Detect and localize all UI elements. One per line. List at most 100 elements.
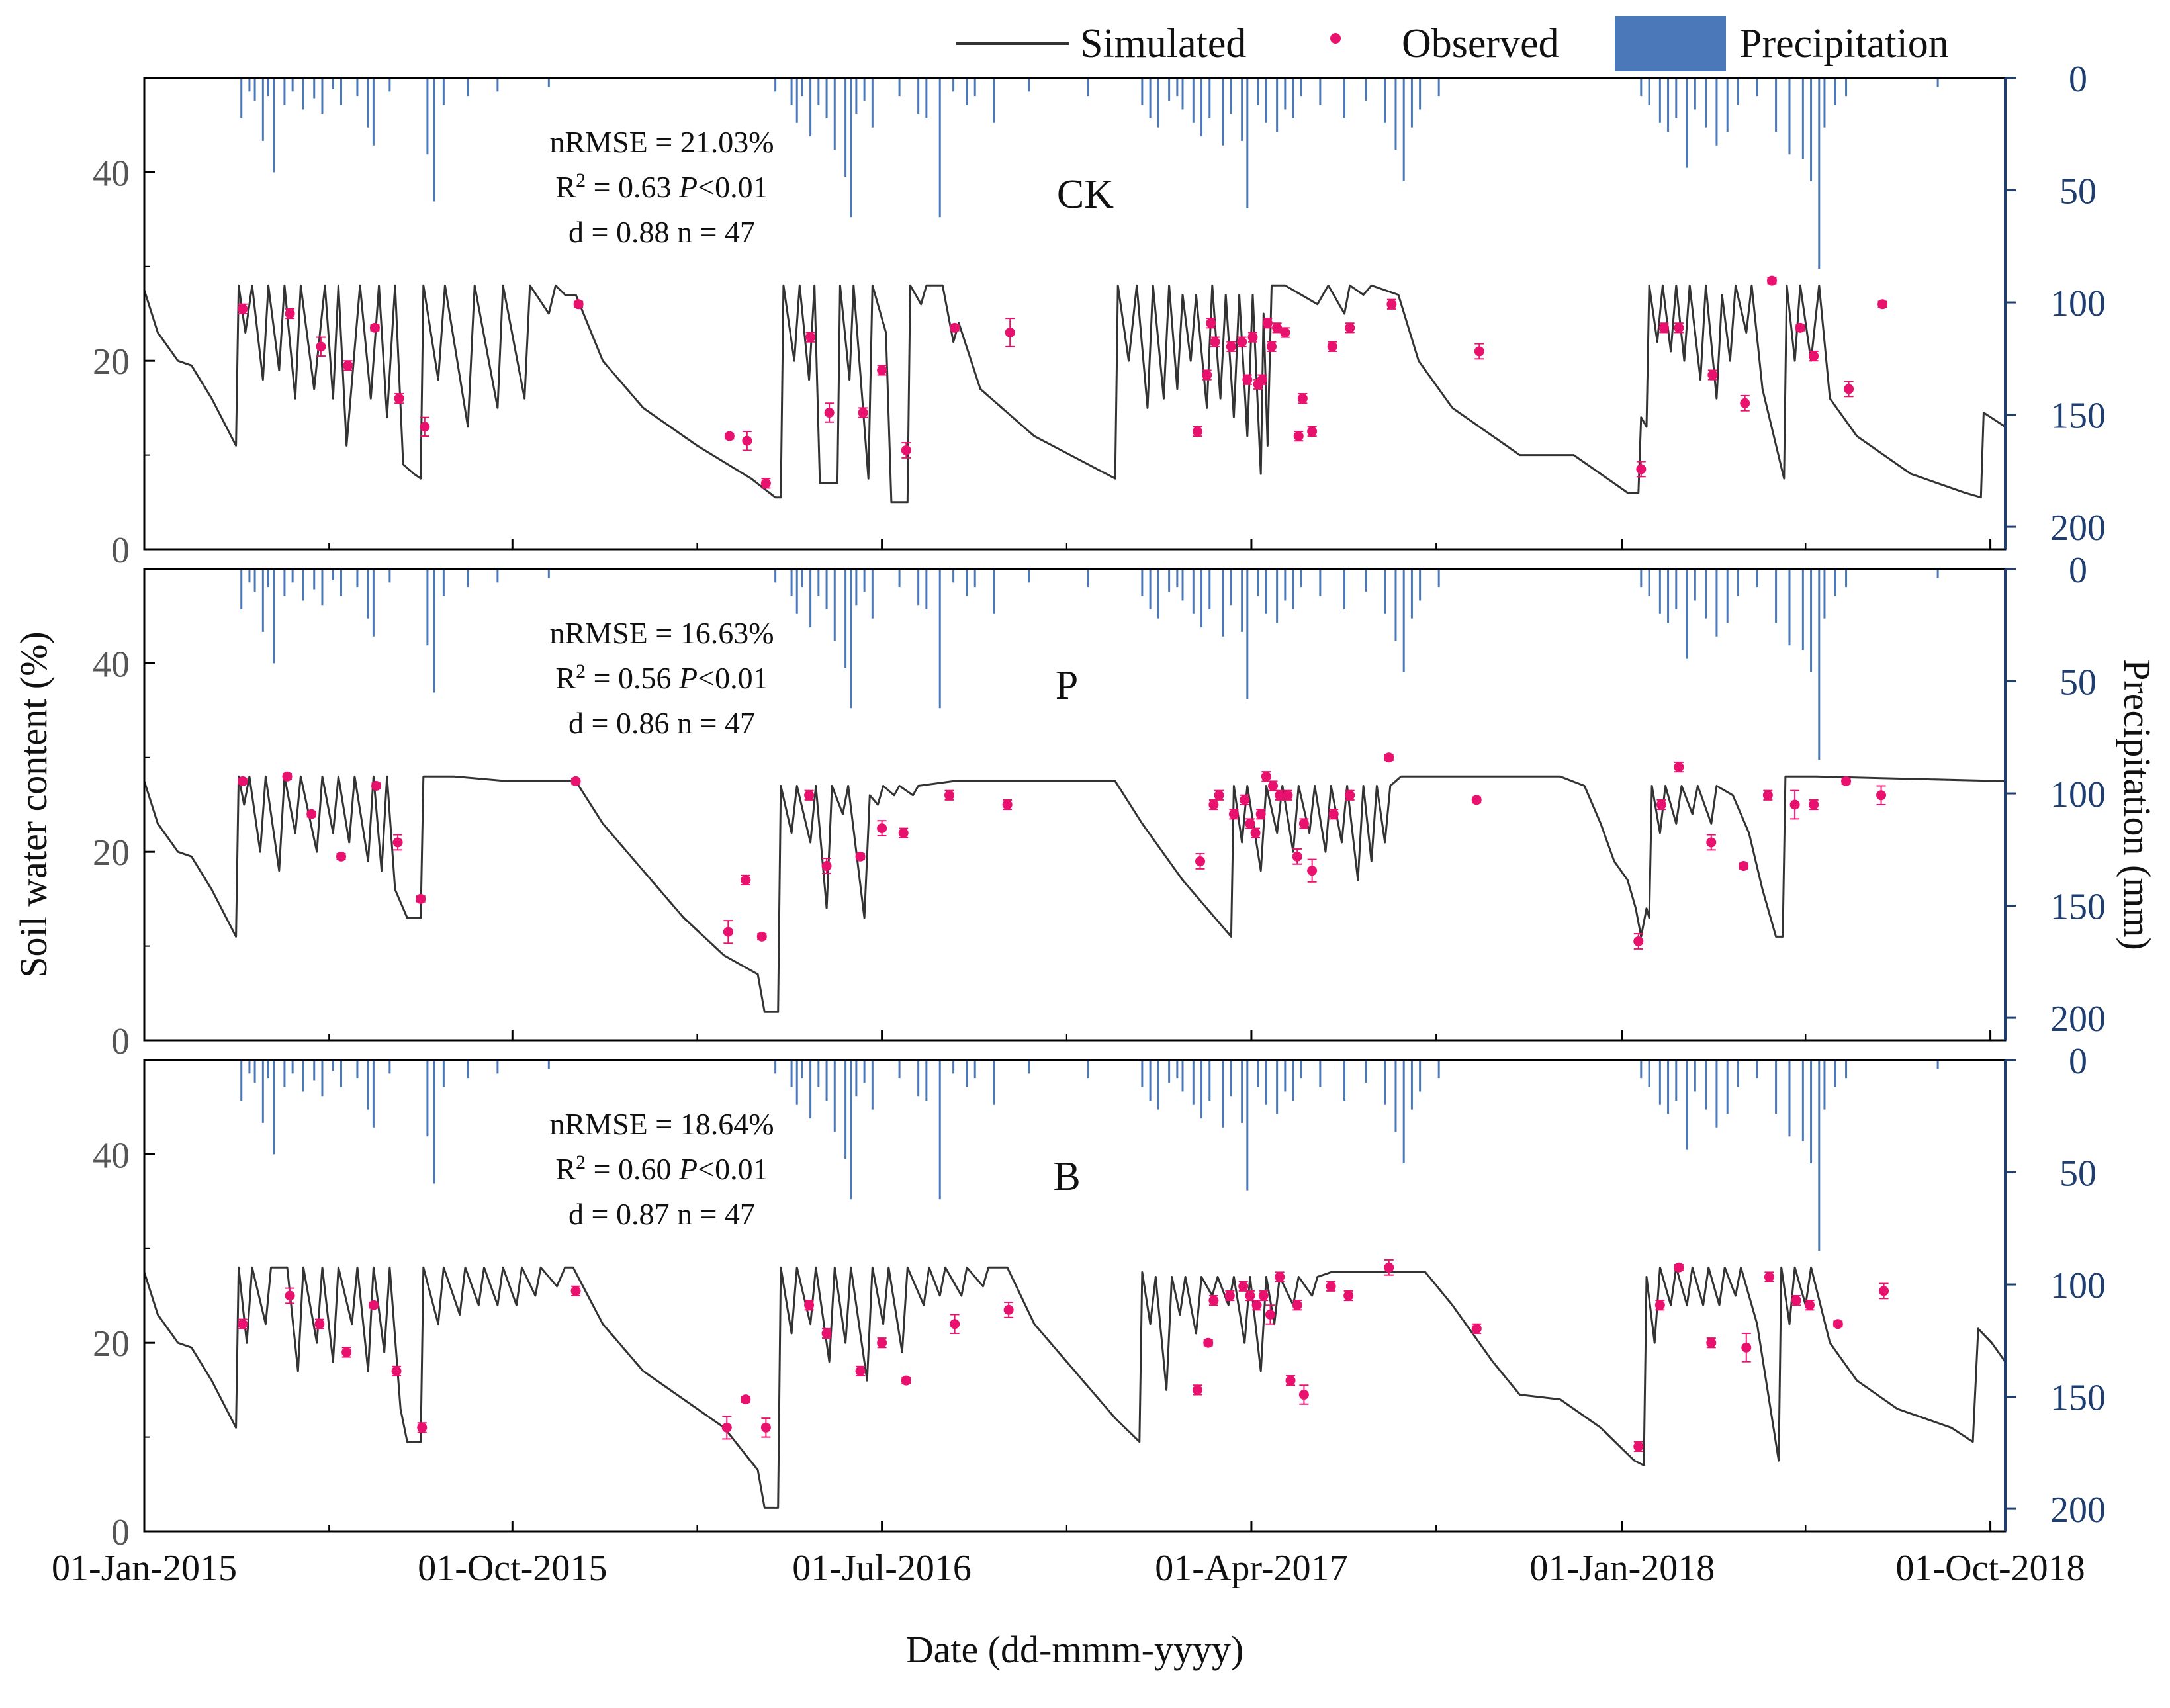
observed-point: [282, 771, 293, 782]
observed-point: [1474, 346, 1484, 357]
observed-point: [804, 1300, 815, 1310]
stat-nrmse: nRMSE = 21.03%: [549, 125, 774, 159]
observed-point: [1762, 790, 1773, 801]
observed-point: [1307, 866, 1318, 876]
observed-point: [1656, 799, 1666, 810]
observed-point: [721, 1422, 732, 1433]
observed-point: [1208, 1295, 1219, 1306]
x-tick-label: 01-Jul-2016: [792, 1548, 972, 1589]
observed-point: [821, 1328, 832, 1339]
y-tick-label: 0: [111, 1021, 130, 1062]
observed-point: [1214, 790, 1224, 801]
observed-point: [1789, 799, 1800, 810]
y-axis-label: Soil water content (%): [12, 631, 55, 977]
observed-point: [1345, 322, 1355, 333]
observed-point: [238, 776, 248, 786]
x-tick-label: 01-Apr-2017: [1155, 1548, 1347, 1589]
observed-point: [306, 809, 317, 819]
observed-point: [1876, 790, 1887, 801]
observed-point: [1877, 299, 1888, 310]
x-axis-label: Date (dd-mmm-yyyy): [906, 1628, 1244, 1671]
observed-point: [760, 1422, 771, 1433]
simulated-line-b: [143, 1266, 2007, 1509]
observed-point: [369, 322, 380, 333]
simulated-line-ck: [143, 284, 2006, 504]
observed-point: [570, 776, 581, 786]
panel-label-ck: CK: [1057, 172, 1114, 217]
observed-point: [1251, 1300, 1262, 1310]
observed-point: [1841, 776, 1852, 786]
observed-point: [944, 790, 954, 801]
observed-point: [805, 332, 816, 343]
observed-point: [1706, 1337, 1717, 1348]
observed-point: [1255, 809, 1266, 819]
y-tick-label: 20: [93, 341, 130, 382]
observed-point: [368, 1300, 379, 1310]
observed-point: [1832, 1319, 1843, 1329]
observed-point: [1280, 327, 1290, 337]
observed-point: [804, 790, 815, 801]
precip-tick-label: 100: [2050, 1265, 2106, 1306]
observed-point: [724, 431, 735, 441]
precip-tick-label: 200: [2050, 1490, 2106, 1531]
precip-tick-label: 0: [2069, 550, 2087, 591]
precip-bars-b: [240, 1060, 1939, 1251]
observed-point: [1809, 799, 1819, 810]
observed-points-ck: [238, 275, 1888, 489]
observed-point: [1242, 375, 1253, 385]
observed-point: [756, 931, 767, 942]
precip-bars-ck: [240, 78, 1939, 269]
observed-point: [858, 408, 868, 418]
observed-point: [420, 422, 430, 432]
observed-point: [898, 828, 909, 838]
observed-point: [1002, 799, 1013, 810]
precipitation-layer: [240, 78, 1939, 1251]
observed-point: [1327, 341, 1337, 352]
observed-point: [238, 1319, 248, 1329]
precip-tick-label: 0: [2069, 59, 2087, 100]
observed-point: [1262, 318, 1273, 328]
observed-point: [950, 1319, 960, 1329]
panel-label-p: P: [1056, 663, 1078, 708]
precip-tick-label: 150: [2050, 887, 2106, 928]
observed-point: [855, 1366, 866, 1376]
observed-point: [1740, 398, 1750, 408]
observed-point: [1292, 1300, 1302, 1310]
observed-point: [1326, 1281, 1336, 1292]
observed-point: [1267, 341, 1277, 352]
observed-point: [1268, 781, 1279, 791]
observed-point: [1791, 1295, 1801, 1306]
observed-point: [1192, 1384, 1202, 1395]
precip-tick-label: 100: [2050, 283, 2106, 324]
observed-point: [1633, 936, 1644, 946]
observed-point: [1240, 795, 1250, 805]
observed-point: [1658, 322, 1669, 333]
y-tick-label: 40: [93, 644, 130, 685]
observed-point: [1202, 370, 1212, 381]
y-tick-label: 40: [93, 1135, 130, 1176]
observed-point: [394, 393, 404, 404]
observed-point: [950, 322, 960, 333]
observed-point: [1764, 1272, 1774, 1282]
observed-point: [1766, 275, 1777, 286]
observed-point: [285, 308, 295, 319]
observed-point: [877, 1337, 887, 1348]
stat-nrmse: nRMSE = 16.63%: [549, 616, 774, 650]
observed-point: [285, 1290, 295, 1301]
precip-tick-label: 50: [2059, 1153, 2097, 1194]
observed-point: [1328, 809, 1339, 819]
observed-point: [1237, 337, 1247, 347]
observed-point: [1674, 1262, 1684, 1273]
observed-point: [1805, 1300, 1815, 1310]
observed-point: [1844, 384, 1854, 394]
observed-point: [821, 861, 832, 872]
observed-point: [1261, 771, 1271, 782]
observed-point: [391, 1366, 402, 1376]
observed-point: [1192, 426, 1202, 437]
observed-point: [1265, 1309, 1275, 1320]
precip-tick-label: 200: [2050, 999, 2106, 1040]
precip-bars-p: [240, 569, 1939, 760]
observed-point: [1307, 426, 1318, 437]
